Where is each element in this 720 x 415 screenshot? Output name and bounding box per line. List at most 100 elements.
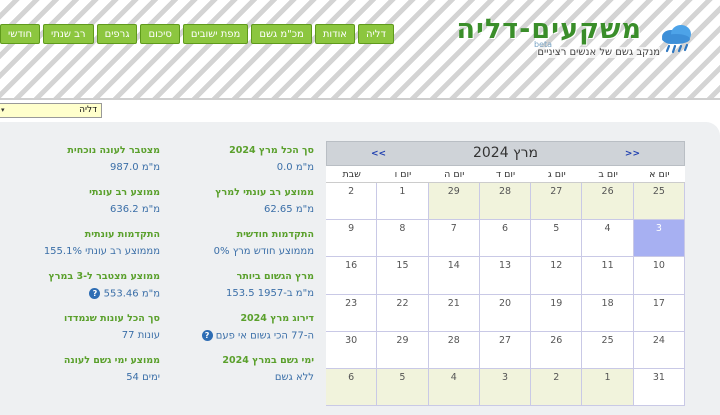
calendar-day[interactable]: 16 xyxy=(326,257,378,295)
calendar-day[interactable]: 22 xyxy=(377,294,429,332)
calendar-day[interactable]: 1 xyxy=(377,183,429,221)
calendar-day[interactable]: 15 xyxy=(377,257,429,295)
calendar-day[interactable]: 17 xyxy=(633,294,685,332)
stat-month-ranking: דירוג מרץ 2024 ? ה-77 הכי גשום אי פעם xyxy=(194,313,314,342)
calendar-day[interactable]: 5 xyxy=(377,368,429,407)
stat-avg-rain-days: ממוצע ימי גשם לעונה 54 ימים xyxy=(40,355,160,383)
calendar-day[interactable]: 2 xyxy=(326,183,378,221)
stat-cumulative-avg-date: ממוצע מצטבר ל-3 במרץ ? 553.46 מ"מ xyxy=(40,271,161,300)
nav-monthly[interactable]: חודשי xyxy=(0,24,41,44)
calendar-day[interactable]: 2 xyxy=(531,368,583,407)
stat-label: ממוצע רב עונתי למרץ xyxy=(215,187,314,198)
weekday-label: יום ד xyxy=(479,166,532,183)
calendar-week-row: 31 1 2 3 4 5 6 xyxy=(326,368,685,407)
calendar-day[interactable]: 19 xyxy=(531,294,583,332)
calendar-day[interactable]: 9 xyxy=(326,220,378,258)
calendar-day[interactable]: 1 xyxy=(582,368,634,407)
calendar-week-row: 24 25 26 27 28 29 30 xyxy=(326,331,685,369)
stat-month-total: סך הכל מרץ 2024 0.0 מ"מ xyxy=(194,145,314,173)
nav-multi-year[interactable]: רב שנתי xyxy=(43,24,94,44)
calendar-day[interactable]: 11 xyxy=(582,257,634,295)
calendar-week-row: 10 11 12 13 14 15 16 xyxy=(326,257,685,295)
stat-monthly-progress: התקדמות חודשית 0% מממוצע חודש מרץ xyxy=(194,229,314,257)
weekday-label: יום ה xyxy=(428,166,480,183)
stat-label: התקדמות חודשית xyxy=(236,229,314,240)
nav-settlements-map[interactable]: מפת ישובים xyxy=(182,24,249,44)
stat-label: ממוצע רב עונתי xyxy=(89,187,160,198)
calendar-day[interactable]: 8 xyxy=(377,220,429,258)
stat-label: מצטבר לעונה נוכחית xyxy=(67,145,160,156)
calendar-day[interactable]: 29 xyxy=(428,183,480,221)
calendar-day[interactable]: 6 xyxy=(479,220,532,258)
calendar-day[interactable]: 7 xyxy=(428,220,480,258)
info-icon[interactable]: ? xyxy=(89,288,101,299)
calendar-day[interactable]: 12 xyxy=(531,257,583,295)
stat-value: 153.5 מ"מ ב-1957 xyxy=(225,288,314,299)
calendar-day[interactable]: 26 xyxy=(531,331,583,369)
weekday-label: יום ב xyxy=(582,166,634,183)
calendar-day[interactable]: 31 xyxy=(633,368,685,407)
stat-month-avg: ממוצע רב עונתי למרץ 62.65 מ"מ xyxy=(194,187,314,215)
month-calendar: << מרץ 2024 >> יום א יום ב יום ג יום ד יום ה… xyxy=(326,141,685,407)
nav-dalia[interactable]: דליה xyxy=(358,24,394,44)
stat-value: ה-77 הכי גשום אי פעם xyxy=(215,330,314,342)
nav-about[interactable]: אודות xyxy=(314,24,355,44)
calendar-day[interactable]: 28 xyxy=(428,331,480,369)
calendar-day[interactable]: 6 xyxy=(326,368,378,407)
stat-value: 77 עונות xyxy=(121,330,160,341)
weekday-row: יום א יום ב יום ג יום ד יום ה יום ו שבת xyxy=(326,166,685,183)
calendar-week-row: 17 18 19 20 21 22 23 xyxy=(326,294,685,332)
rain-cloud-icon xyxy=(662,25,691,54)
calendar-day[interactable]: 30 xyxy=(326,331,378,369)
stat-value: 62.65 מ"מ xyxy=(264,204,314,215)
calendar-prev-button[interactable]: << xyxy=(371,149,387,159)
stat-value: 553.46 מ"מ xyxy=(103,288,160,300)
nav-graphs[interactable]: גרפים xyxy=(96,24,138,44)
calendar-grid: 25 26 27 28 29 1 2 3 4 5 6 7 8 9 10 11 12 13 14 15 16 17 18 19 2… xyxy=(326,183,685,407)
stat-label: ממוצע ימי גשם לעונה xyxy=(63,355,160,366)
stat-label: התקדמות עונתית xyxy=(84,229,160,240)
stat-value: 636.2 מ"מ xyxy=(110,204,160,215)
stat-value: 54 ימים xyxy=(126,372,160,383)
info-icon[interactable]: ? xyxy=(201,330,213,341)
calendar-day[interactable]: 25 xyxy=(582,331,634,369)
calendar-day[interactable]: 5 xyxy=(531,220,583,258)
site-subtitle: מנקב גשם של אנשים רציניים xyxy=(537,47,660,58)
stat-month-rain-days: ימי גשם במרץ 2024 ללא גשם xyxy=(194,355,314,383)
calendar-day[interactable]: 26 xyxy=(582,183,634,221)
calendar-day[interactable]: 4 xyxy=(428,368,480,407)
calendar-day[interactable]: 10 xyxy=(633,257,685,295)
stat-value: 0% מממוצע חודש מרץ xyxy=(213,246,314,257)
calendar-next-button[interactable]: >> xyxy=(624,149,640,159)
stat-label: סך הכל עונות שנמדדו xyxy=(64,313,160,324)
calendar-day[interactable]: 27 xyxy=(479,331,532,369)
site-header: דליה אודות מכ"מ גשם מפת ישובים סיכום גרפ… xyxy=(0,0,720,100)
stat-label: מרץ הגשום ביותר xyxy=(236,271,314,282)
calendar-day[interactable]: 29 xyxy=(377,331,429,369)
calendar-day[interactable]: 28 xyxy=(479,183,532,221)
calendar-day[interactable]: 24 xyxy=(633,331,685,369)
stat-multi-season-avg: ממוצע רב עונתי 636.2 מ"מ xyxy=(40,187,160,215)
stat-seasons-measured: סך הכל עונות שנמדדו 77 עונות xyxy=(40,313,160,341)
site-title[interactable]: משקעים-דליה xyxy=(456,14,642,45)
calendar-day[interactable]: 23 xyxy=(326,294,378,332)
city-select[interactable]: ▾ דליה xyxy=(0,103,102,118)
calendar-day[interactable]: 20 xyxy=(479,294,532,332)
calendar-day[interactable]: 25 xyxy=(633,183,685,221)
weekday-label: יום ו xyxy=(377,166,429,183)
nav-rain-radar[interactable]: מכ"מ גשם xyxy=(251,24,312,44)
calendar-day[interactable]: 27 xyxy=(531,183,583,221)
calendar-day[interactable]: 3 xyxy=(479,368,532,407)
calendar-day-today[interactable]: 3 xyxy=(633,220,685,258)
calendar-day[interactable]: 13 xyxy=(479,257,532,295)
nav-summary[interactable]: סיכום xyxy=(140,24,180,44)
stat-label: סך הכל מרץ 2024 xyxy=(229,145,314,156)
calendar-day[interactable]: 18 xyxy=(582,294,634,332)
stat-value: 987.0 מ"מ xyxy=(110,162,160,173)
calendar-header: << מרץ 2024 >> xyxy=(326,141,685,166)
calendar-day[interactable]: 21 xyxy=(428,294,480,332)
stat-season-total: מצטבר לעונה נוכחית 987.0 מ"מ xyxy=(40,145,160,173)
calendar-day[interactable]: 14 xyxy=(428,257,480,295)
calendar-day[interactable]: 4 xyxy=(582,220,634,258)
weekday-label: שבת xyxy=(326,166,378,183)
